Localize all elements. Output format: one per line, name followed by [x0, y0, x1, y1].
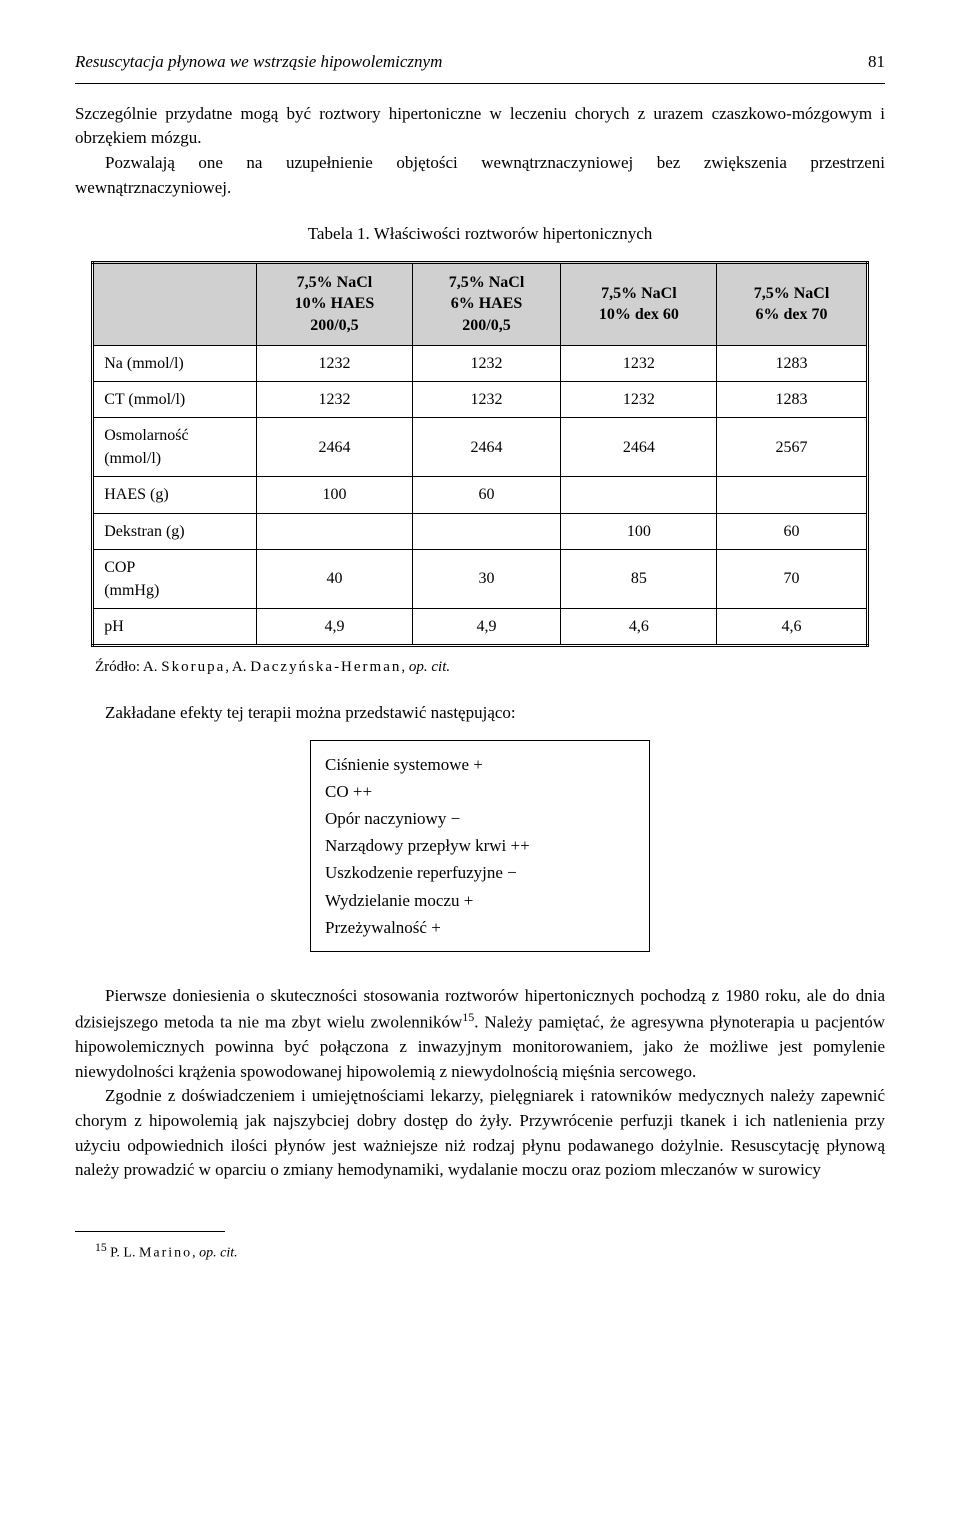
- table-cell: 1283: [717, 345, 868, 381]
- table-cell: 1232: [412, 345, 561, 381]
- table-row: HAES (g)10060: [93, 477, 868, 513]
- table-cell: 2464: [561, 418, 717, 477]
- table-cell: 85: [561, 549, 717, 608]
- footnote-author: Marino: [139, 1245, 192, 1260]
- table-row-label: HAES (g): [93, 477, 257, 513]
- source-prefix: Źródło: A.: [95, 659, 161, 675]
- effects-line: Opór naczyniowy −: [325, 805, 635, 832]
- table-row-label: Osmolarność(mmol/l): [93, 418, 257, 477]
- table-cell: [717, 477, 868, 513]
- table-cell: 4,6: [561, 609, 717, 646]
- table-cell: 1232: [257, 345, 412, 381]
- source-author-2: Daczyńska-Herman: [250, 659, 401, 675]
- body-p1: Pierwsze doniesienia o skuteczności stos…: [75, 984, 885, 1084]
- table-col-4: 7,5% NaCl6% dex 70: [717, 262, 868, 345]
- footnote-15: 15 P. L. Marino, op. cit.: [75, 1240, 885, 1264]
- table-cell: 1283: [717, 381, 868, 417]
- table-row-label: CT (mmol/l): [93, 381, 257, 417]
- table-cell: 4,9: [412, 609, 561, 646]
- body-p2: Zgodnie z doświadczeniem i umiejętnościa…: [75, 1084, 885, 1183]
- intro-p1: Szczególnie przydatne mogą być roztwory …: [75, 102, 885, 151]
- table-col-2: 7,5% NaCl6% HAES200/0,5: [412, 262, 561, 345]
- table-row: CT (mmol/l)1232123212321283: [93, 381, 868, 417]
- table-row: COP(mmHg)40308570: [93, 549, 868, 608]
- table-row-label: pH: [93, 609, 257, 646]
- effects-line: Ciśnienie systemowe +: [325, 751, 635, 778]
- effects-line: Przeżywalność +: [325, 914, 635, 941]
- table-caption: Tabela 1. Właściwości roztworów hiperton…: [75, 222, 885, 247]
- table-cell: 60: [717, 513, 868, 549]
- footnote-ref-15: 15: [462, 1010, 474, 1024]
- header-divider: [75, 83, 885, 84]
- table-col-3: 7,5% NaCl10% dex 60: [561, 262, 717, 345]
- table-cell: [257, 513, 412, 549]
- intro-p2: Pozwalają one na uzupełnienie objętości …: [75, 151, 885, 200]
- table-cell: 100: [561, 513, 717, 549]
- table-cell: 100: [257, 477, 412, 513]
- footnote-marker: 15: [95, 1241, 107, 1254]
- table-col-0: [93, 262, 257, 345]
- page-number: 81: [868, 50, 885, 75]
- effects-line: Narządowy przepływ krwi ++: [325, 832, 635, 859]
- table-cell: 2567: [717, 418, 868, 477]
- table-cell: 1232: [412, 381, 561, 417]
- table-cell: 4,9: [257, 609, 412, 646]
- source-sep: ,: [401, 659, 409, 675]
- properties-table: 7,5% NaCl10% HAES200/0,5 7,5% NaCl6% HAE…: [91, 261, 869, 647]
- table-cell: [412, 513, 561, 549]
- effects-box: Ciśnienie systemowe +CO ++Opór naczyniow…: [310, 740, 650, 952]
- effects-line: CO ++: [325, 778, 635, 805]
- table-row: pH4,94,94,64,6: [93, 609, 868, 646]
- table-row: Osmolarność(mmol/l)2464246424642567: [93, 418, 868, 477]
- table-row-label: COP(mmHg): [93, 549, 257, 608]
- source-italic: op. cit.: [409, 659, 450, 675]
- table-cell: 2464: [412, 418, 561, 477]
- effects-line: Uszkodzenie reperfuzyjne −: [325, 859, 635, 886]
- footnote-italic: op. cit.: [199, 1245, 238, 1260]
- source-mid: , A.: [225, 659, 250, 675]
- effects-intro: Zakładane efekty tej terapii można przed…: [75, 701, 885, 726]
- table-cell: 2464: [257, 418, 412, 477]
- header-title: Resuscytacja płynowa we wstrząsie hipowo…: [75, 50, 442, 75]
- table-cell: 30: [412, 549, 561, 608]
- table-cell: 1232: [257, 381, 412, 417]
- footnote-separator: [75, 1231, 225, 1232]
- table-source: Źródło: A. Skorupa, A. Daczyńska-Herman,…: [75, 657, 885, 679]
- table-col-1: 7,5% NaCl10% HAES200/0,5: [257, 262, 412, 345]
- table-cell: 60: [412, 477, 561, 513]
- table-cell: 40: [257, 549, 412, 608]
- table-cell: 4,6: [717, 609, 868, 646]
- footnote-text-a: P. L.: [107, 1245, 139, 1260]
- source-author-1: Skorupa: [161, 659, 225, 675]
- page-header: Resuscytacja płynowa we wstrząsie hipowo…: [75, 50, 885, 75]
- effects-line: Wydzielanie moczu +: [325, 887, 635, 914]
- table-row-label: Dekstran (g): [93, 513, 257, 549]
- table-cell: 70: [717, 549, 868, 608]
- table-row-label: Na (mmol/l): [93, 345, 257, 381]
- table-row: Dekstran (g) 10060: [93, 513, 868, 549]
- table-row: Na (mmol/l)1232123212321283: [93, 345, 868, 381]
- table-header-row: 7,5% NaCl10% HAES200/0,5 7,5% NaCl6% HAE…: [93, 262, 868, 345]
- table-cell: 1232: [561, 345, 717, 381]
- table-cell: 1232: [561, 381, 717, 417]
- table-cell: [561, 477, 717, 513]
